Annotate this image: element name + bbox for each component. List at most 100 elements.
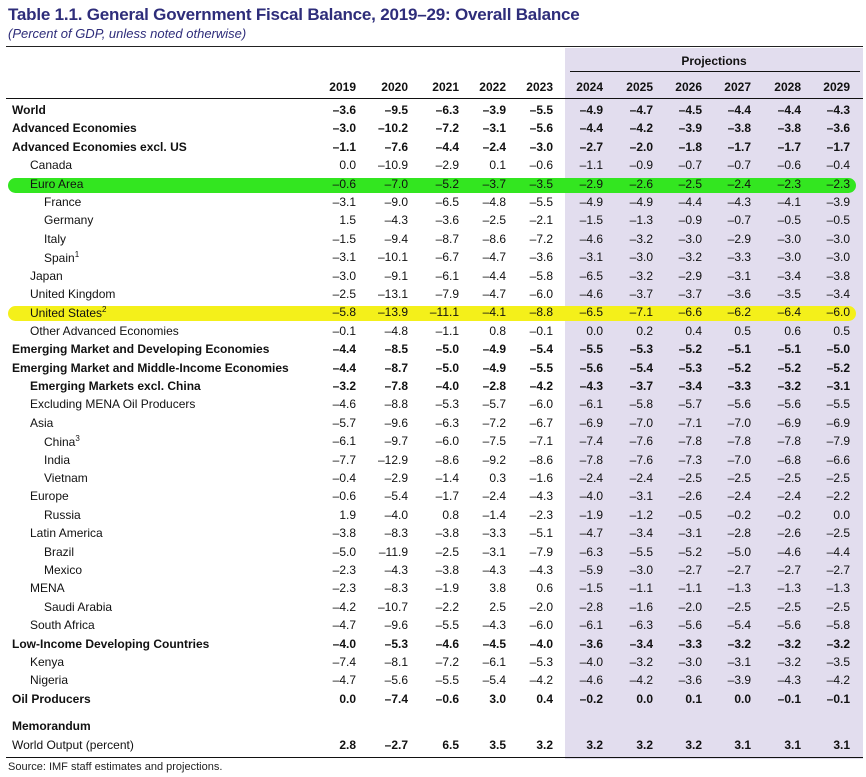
cell-2025: –4.2: [629, 673, 653, 688]
row-label: Oil Producers: [12, 692, 91, 706]
cell-2029: –2.5: [826, 526, 850, 541]
cell-2023: –1.6: [529, 471, 553, 485]
cell-2019: 0.0: [339, 158, 356, 173]
row-label-text: United Kingdom: [30, 287, 116, 301]
row-label-text: World Output (percent): [12, 737, 134, 752]
cell-2028: –0.2: [777, 507, 801, 522]
source-note: Source: IMF staff estimates and projecti…: [8, 761, 223, 773]
cell-2024: –4.6: [579, 673, 603, 688]
cell-2028: –3.0: [777, 231, 801, 246]
cell-2025: –4.9: [629, 195, 653, 209]
cell-2027: –7.0: [727, 415, 751, 430]
cell-2026: 0.4: [685, 323, 702, 338]
cell-2024: –4.4: [579, 121, 603, 136]
projections-rule: [570, 71, 860, 72]
cell-2025: –5.5: [629, 544, 653, 559]
cell-2029: –0.4: [826, 158, 850, 173]
cell-2025: –3.4: [629, 526, 653, 541]
cell-2029: –2.7: [826, 563, 850, 577]
cell-2024: –6.9: [579, 415, 603, 430]
row-label-text: Memorandum: [12, 719, 91, 734]
cell-2020: –10.9: [377, 158, 408, 173]
row-label: Excluding MENA Oil Producers: [30, 397, 195, 411]
cell-2021: –0.6: [435, 691, 459, 706]
cell-2022: 0.3: [489, 471, 506, 485]
row-label-text: Spain: [44, 251, 75, 266]
cell-2021: –2.9: [435, 158, 459, 173]
cell-2022: 3.8: [489, 581, 506, 596]
cell-2029: –3.2: [826, 636, 850, 651]
cell-2027: –3.1: [727, 655, 751, 669]
cell-2024: –4.3: [579, 379, 603, 393]
cell-2029: –5.0: [826, 342, 850, 357]
row-label: Memorandum: [12, 719, 91, 733]
cell-2023: 0.6: [536, 581, 553, 596]
cell-2027: –7.0: [727, 452, 751, 467]
cell-2023: –7.9: [529, 544, 553, 559]
cell-2021: –6.3: [435, 103, 459, 117]
cell-2022: –7.5: [482, 434, 506, 449]
cell-2028: –4.1: [777, 195, 801, 209]
cell-2029: 0.5: [833, 323, 850, 338]
cell-2027: –3.6: [727, 287, 751, 301]
row-label-text: Excluding MENA Oil Producers: [30, 397, 196, 412]
cell-2020: –8.1: [384, 655, 408, 669]
table-row: Oil Producers 0.0 –7.4 –0.6 3.0 0.4 –0.2 0.0 0.1…: [0, 691, 866, 709]
table-row: United States2 –5.8 –13.9 –11.1 –4.1 –8.8 –6.5…: [0, 304, 866, 322]
cell-2024: –7.8: [579, 452, 603, 467]
cell-2020: –10.7: [377, 599, 408, 614]
cell-2021: –5.3: [435, 397, 459, 412]
table-row: Advanced Economies –3.0 –10.2 –7.2 –3.1 –5.6 –…: [0, 120, 866, 138]
cell-2021: 0.8: [442, 507, 459, 522]
cell-2023: –8.8: [529, 305, 553, 320]
cell-2021: –2.2: [435, 599, 459, 614]
cell-2027: –5.2: [727, 360, 751, 375]
cell-2022: –3.3: [482, 526, 506, 541]
row-label-text: Mexico: [44, 563, 83, 577]
cell-2023: –2.0: [529, 599, 553, 614]
cell-2022: –4.3: [482, 618, 506, 633]
table-row: South Africa –4.7 –9.6 –5.5 –4.3 –6.0 –6.1 –6.3…: [0, 617, 866, 635]
row-label-text: Euro Area: [30, 176, 84, 191]
cell-2023: –5.5: [529, 360, 553, 375]
cell-2022: –4.9: [482, 342, 506, 357]
cell-2027: –2.9: [727, 231, 751, 246]
cell-2028: –5.1: [777, 342, 801, 357]
cell-2019: –5.8: [332, 305, 356, 320]
cell-2020: –8.5: [384, 342, 408, 357]
cell-2025: –1.3: [629, 213, 653, 228]
cell-2029: –5.5: [826, 397, 850, 412]
cell-2019: –4.4: [332, 342, 356, 357]
cell-2023: –5.6: [529, 121, 553, 136]
cell-2019: –1.5: [332, 231, 356, 246]
cell-2025: –6.3: [629, 618, 653, 633]
table-row: Kenya –7.4 –8.1 –7.2 –6.1 –5.3 –4.0 –3.2 –3.0 –3.…: [0, 654, 866, 672]
cell-2028: –6.8: [777, 452, 801, 467]
table-row: Canada 0.0 –10.9 –2.9 0.1 –0.6 –1.1 –0.9 –0.7 –0.…: [0, 157, 866, 175]
row-label-text: Vietnam: [44, 471, 88, 485]
cell-2022: –4.8: [482, 195, 506, 209]
cell-2027: –2.4: [727, 176, 751, 191]
cell-2028: –2.7: [777, 563, 801, 577]
table-row: Vietnam –0.4 –2.9 –1.4 0.3 –1.6 –2.4 –2.4 –2.5 –2…: [0, 470, 866, 488]
cell-2025: –4.2: [629, 121, 653, 136]
cell-2022: 3.0: [489, 691, 506, 706]
cell-2019: –3.2: [332, 379, 356, 393]
table-row: France –3.1 –9.0 –6.5 –4.8 –5.5 –4.9 –4.9 –4.4 –4…: [0, 194, 866, 212]
cell-2027: –1.7: [727, 139, 751, 154]
cell-2021: –3.8: [435, 526, 459, 541]
cell-2020: –5.3: [384, 636, 408, 651]
cell-2025: –7.6: [629, 452, 653, 467]
cell-2020: –13.9: [377, 305, 408, 320]
row-label-text: World: [12, 103, 46, 117]
cell-2028: –6.4: [777, 305, 801, 320]
table-row: Mexico –2.3 –4.3 –3.8 –4.3 –4.3 –5.9 –3.0 –2.7 –2…: [0, 562, 866, 580]
cell-2022: –4.1: [482, 305, 506, 320]
cell-2029: –3.1: [826, 379, 850, 393]
cell-2026: –2.0: [678, 599, 702, 614]
cell-2026: –1.8: [678, 139, 702, 154]
table-row: World Output (percent) 2.8 –2.7 6.5 3.5 3.2 3.…: [0, 737, 866, 755]
table-row: Euro Area –0.6 –7.0 –5.2 –3.7 –3.5 –2.9 –2.6 –2.…: [0, 176, 866, 194]
cell-2021: –8.7: [435, 231, 459, 246]
cell-2022: –3.1: [482, 544, 506, 559]
